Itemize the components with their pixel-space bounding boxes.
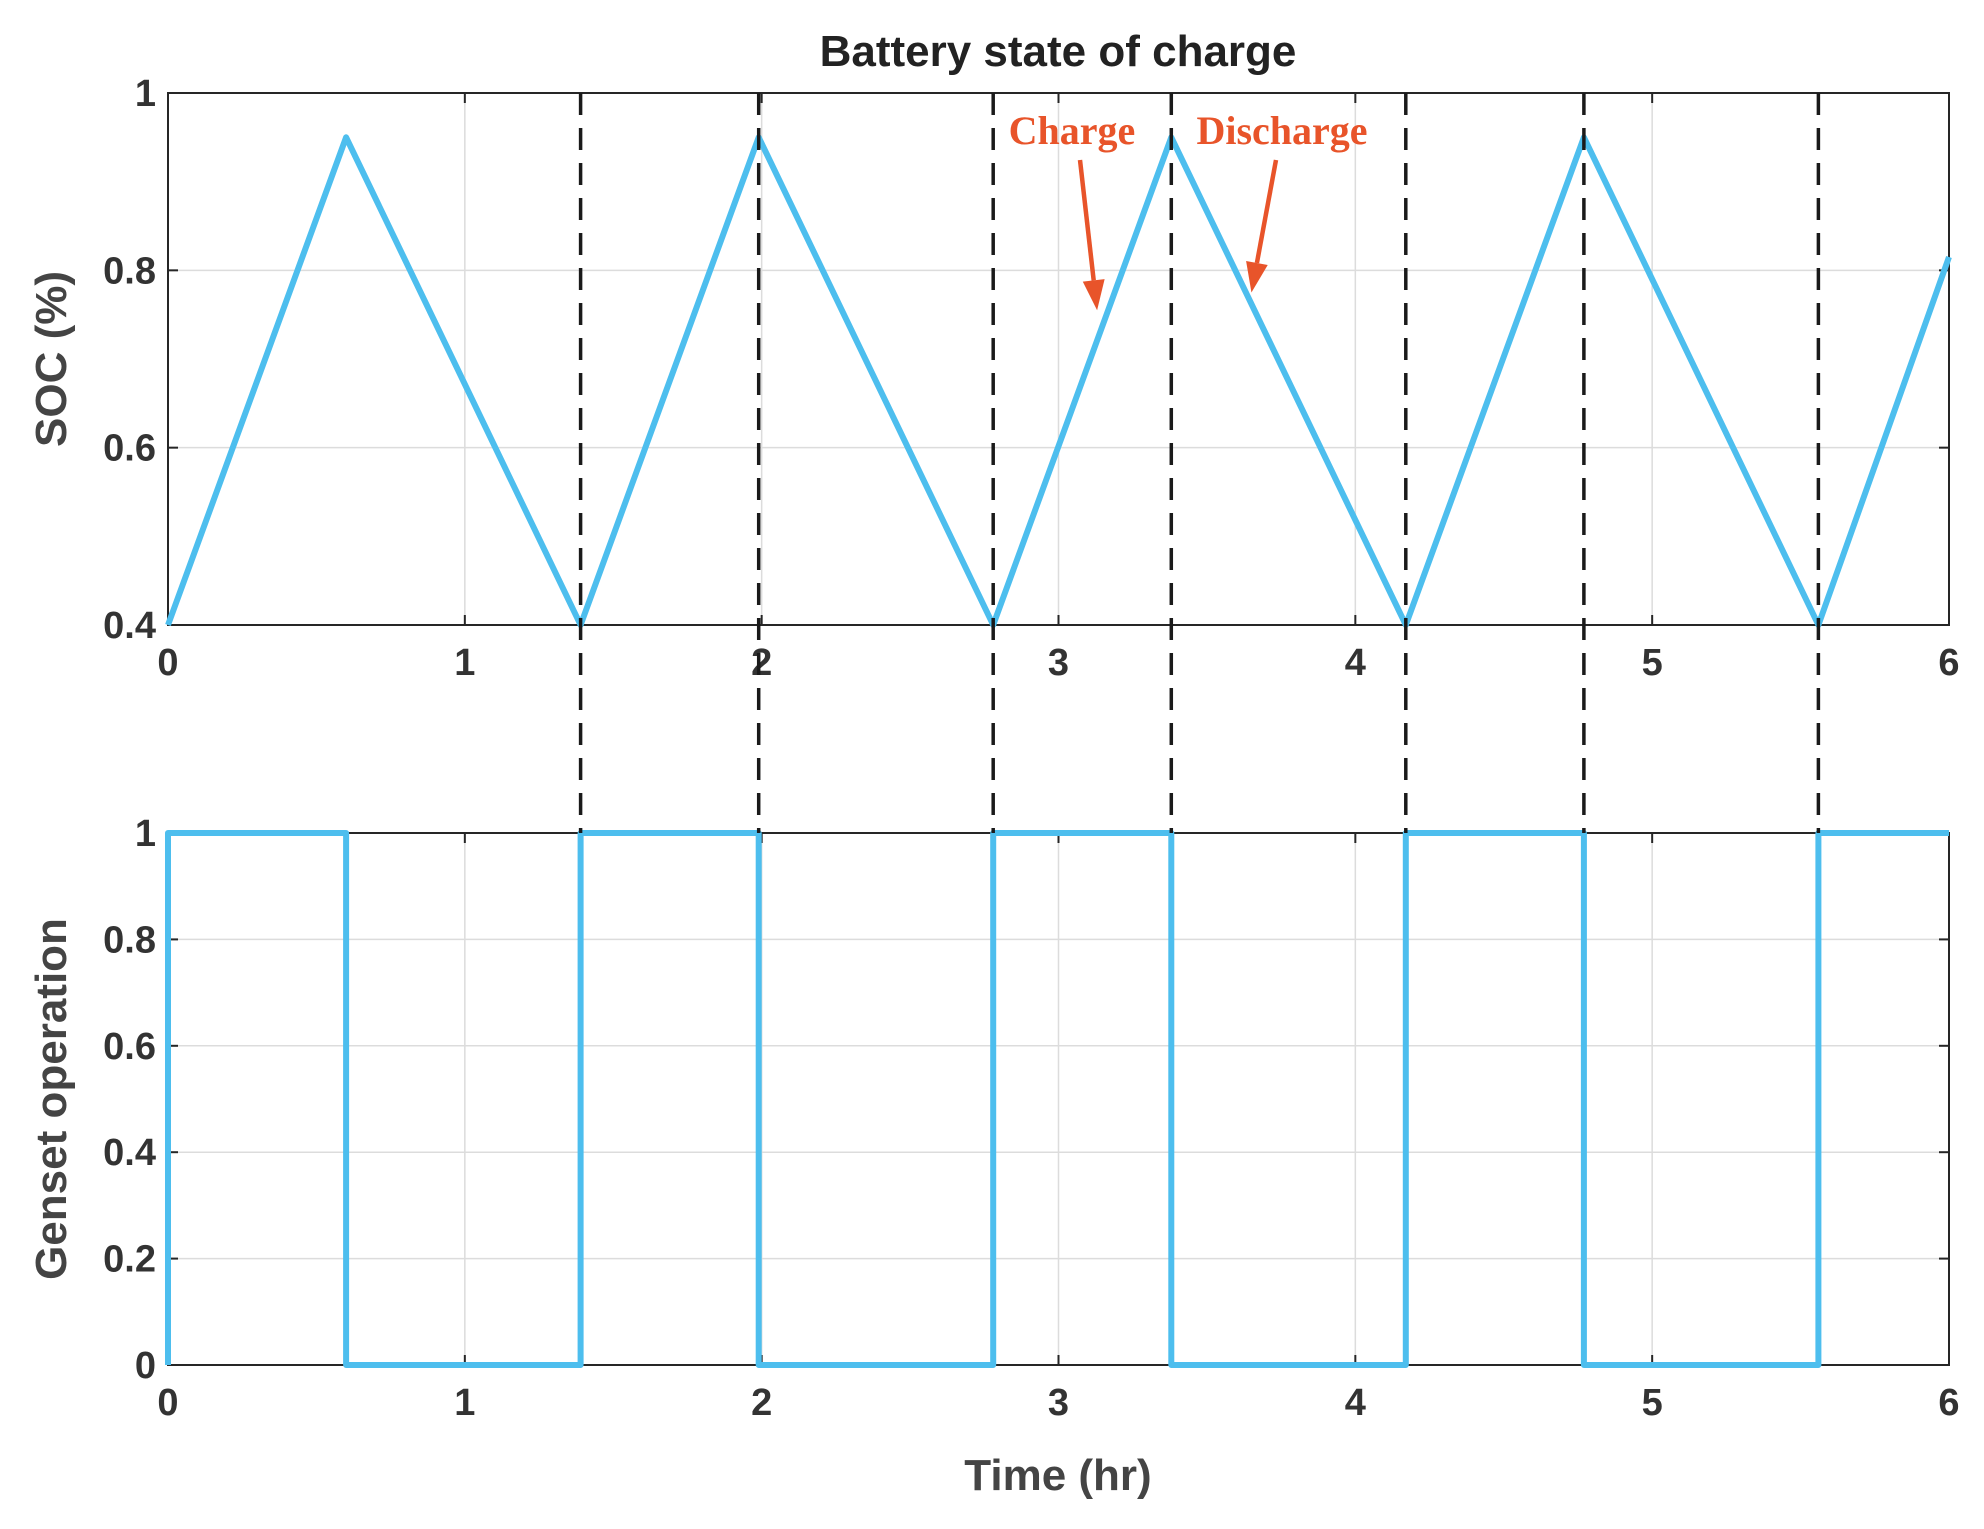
discharge-arrow-head (1246, 260, 1268, 293)
genset-x-tick-label: 0 (157, 1382, 178, 1424)
charge-arrow (1077, 159, 1096, 281)
soc-y-tick-label: 0.4 (103, 605, 156, 647)
genset-x-ticks: 0 1 2 3 4 5 6 (157, 833, 1960, 1424)
soc-x-tick-label: 2 (751, 642, 772, 684)
genset-grid (167, 832, 1950, 1366)
soc-x-tick-label: 3 (1048, 642, 1069, 684)
chart-title: Battery state of charge (820, 27, 1297, 76)
soc-x-tick-label: 0 (157, 642, 178, 684)
charge-annotation: Charge (1009, 108, 1136, 153)
soc-x-tick-label: 6 (1938, 642, 1959, 684)
discharge-annotation: Discharge (1196, 108, 1367, 153)
soc-grid (167, 92, 1950, 626)
x-axis-label: Time (hr) (964, 1451, 1151, 1500)
soc-x-tick-label: 4 (1345, 642, 1366, 684)
genset-x-tick-label: 4 (1345, 1382, 1366, 1424)
soc-x-tick-label: 1 (454, 642, 475, 684)
soc-y-axis-label: SOC (%) (27, 271, 76, 447)
annotations: Charge Discharge (1009, 108, 1368, 311)
genset-y-tick-label: 0.2 (103, 1239, 156, 1281)
genset-y-axis-label: Genset operation (27, 918, 76, 1280)
genset-y-tick-label: 0.6 (103, 1026, 156, 1068)
genset-y-tick-label: 0.4 (103, 1132, 156, 1174)
soc-y-ticks: 0.4 0.6 0.8 1 (103, 73, 1949, 647)
soc-series-line (165, 134, 1952, 628)
genset-y-ticks: 0 0.2 0.4 0.6 0.8 1 (103, 813, 1949, 1387)
discharge-arrow (1254, 159, 1279, 264)
genset-y-tick-label: 0.8 (103, 919, 156, 961)
soc-y-tick-label: 0.8 (103, 250, 156, 292)
genset-y-tick-label: 0 (135, 1345, 156, 1387)
genset-x-tick-label: 6 (1938, 1382, 1959, 1424)
soc-panel: 0 1 2 3 4 5 6 0.4 0.6 0.8 1 Battery state of char… (27, 27, 1960, 684)
genset-x-tick-label: 3 (1048, 1382, 1069, 1424)
switch-time-lines (578, 93, 1821, 833)
soc-y-tick-label: 0.6 (103, 428, 156, 470)
genset-x-tick-label: 2 (751, 1382, 772, 1424)
soc-x-tick-label: 5 (1642, 642, 1663, 684)
genset-x-tick-label: 5 (1642, 1382, 1663, 1424)
genset-panel: 0 1 2 3 4 5 6 0 0.2 0.4 0.6 0.8 1 Time (hr) Genset … (27, 813, 1960, 1500)
soc-y-tick-label: 1 (135, 73, 156, 115)
genset-x-tick-label: 1 (454, 1382, 475, 1424)
genset-y-tick-label: 1 (135, 813, 156, 855)
charge-arrow-head (1082, 279, 1105, 311)
